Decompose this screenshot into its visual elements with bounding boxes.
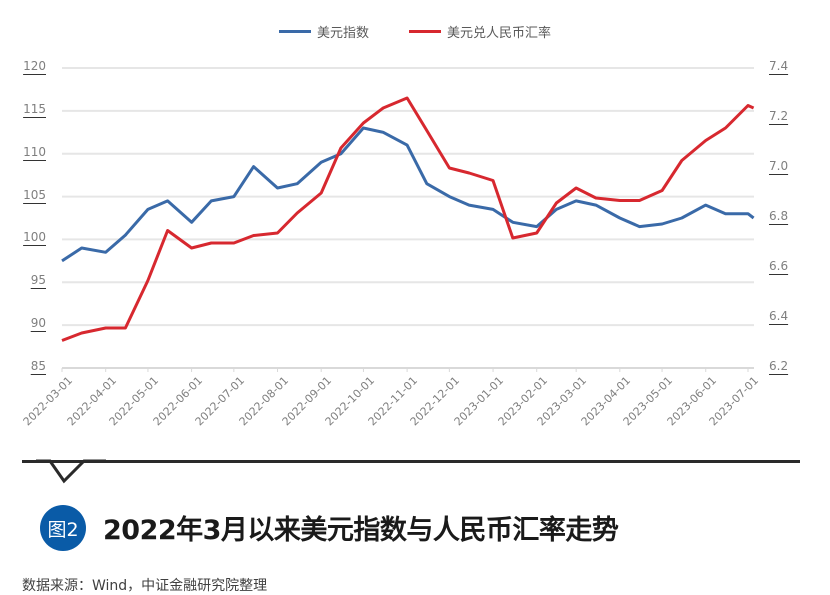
chart-legend: 美元指数 美元兑人民币汇率 bbox=[0, 22, 830, 41]
legend-item-cny: 美元兑人民币汇率 bbox=[409, 22, 551, 41]
legend-item-dxy: 美元指数 bbox=[278, 22, 369, 41]
right-y-tick: 7.4 bbox=[769, 59, 789, 73]
left-y-tick: 110 bbox=[23, 144, 46, 159]
left-y-tick: 115 bbox=[23, 101, 46, 116]
right-y-tick: 6.8 bbox=[769, 209, 789, 223]
left-y-tick: 105 bbox=[23, 187, 46, 202]
series-line-cny bbox=[61, 96, 755, 342]
gridlines bbox=[61, 67, 754, 372]
right-y-tick: 7.0 bbox=[769, 159, 789, 173]
right-y-tick: 6.6 bbox=[769, 259, 789, 273]
legend-label-cny: 美元兑人民币汇率 bbox=[447, 26, 552, 41]
right-y-tick: 6.4 bbox=[769, 309, 789, 323]
legend-swatch-red bbox=[409, 30, 441, 33]
data-source: 数据来源：Wind，中证金融研究院整理 bbox=[22, 578, 268, 594]
chart-plot-area bbox=[61, 67, 755, 372]
left-y-tick: 120 bbox=[23, 59, 46, 73]
left-y-tick: 85 bbox=[30, 359, 46, 373]
figure-badge: 图2 bbox=[40, 505, 86, 551]
left-y-tick: 100 bbox=[23, 230, 46, 245]
legend-swatch-blue bbox=[278, 30, 311, 33]
chart-title: 2022年3月以来美元指数与人民币汇率走势 bbox=[103, 515, 619, 546]
legend-label-dxy: 美元指数 bbox=[316, 26, 369, 41]
right-y-tick: 6.2 bbox=[769, 359, 789, 373]
left-y-tick: 90 bbox=[30, 316, 46, 331]
left-y-tick: 95 bbox=[30, 273, 46, 288]
notch-decoration bbox=[36, 459, 106, 484]
divider-rule bbox=[22, 460, 800, 463]
series-line-dxy bbox=[61, 126, 755, 263]
right-y-tick: 7.2 bbox=[769, 109, 789, 123]
